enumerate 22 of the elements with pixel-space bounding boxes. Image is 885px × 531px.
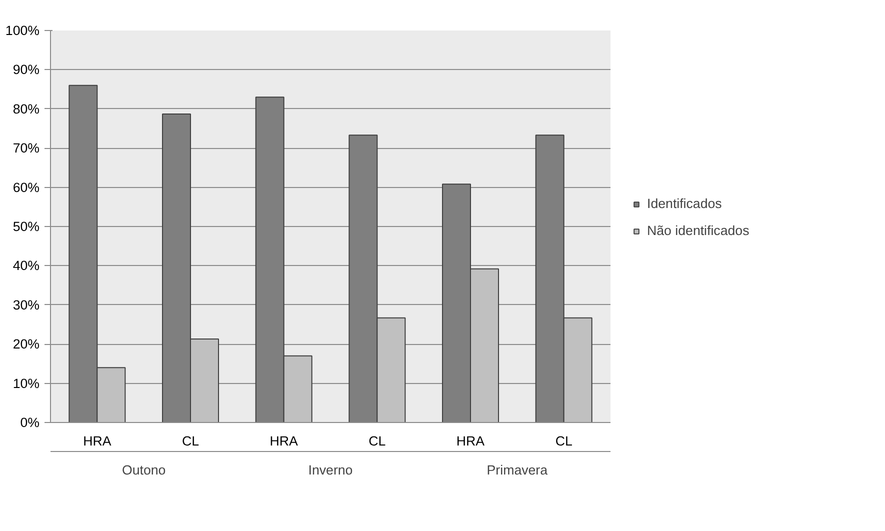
x-tick-label: CL [368, 434, 386, 448]
y-tick-label: 0% [20, 415, 40, 430]
y-tick-label: 10% [12, 376, 40, 391]
y-tick-label: 20% [12, 336, 40, 352]
text: Inverno [308, 462, 353, 478]
y-tick-label: 40% [12, 258, 40, 274]
x-tick-label: CL [182, 434, 200, 448]
y-tick-label: 60% [12, 180, 40, 195]
text: Outono [122, 462, 166, 478]
x-tick-label: HRA [270, 434, 298, 448]
text: Primavera [486, 462, 548, 478]
y-tick-label: 80% [12, 101, 40, 116]
legend-label: Não identificados [647, 223, 750, 238]
x-tick-label: HRA [83, 434, 112, 448]
y-tick-label: 90% [12, 62, 40, 78]
y-tick-label: 30% [12, 297, 40, 312]
y-tick-label: 50% [12, 219, 40, 234]
y-tick-label: 70% [12, 140, 40, 156]
legend-label: Identificados [647, 196, 722, 211]
x-tick-label: HRA [456, 434, 485, 448]
x-tick-label: CL [555, 434, 572, 448]
y-tick-label: 100% [5, 23, 40, 38]
